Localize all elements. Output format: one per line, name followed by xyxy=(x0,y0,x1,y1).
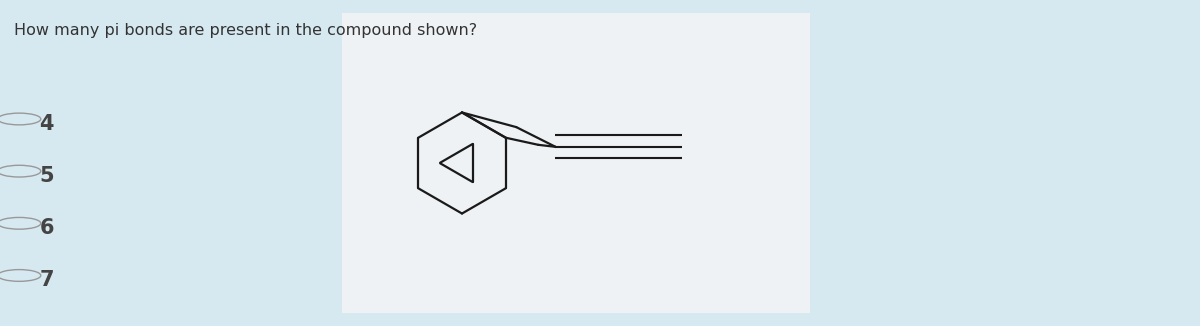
Text: 6: 6 xyxy=(40,218,54,238)
Text: 4: 4 xyxy=(40,114,54,134)
Text: 7: 7 xyxy=(40,270,54,290)
Text: How many pi bonds are present in the compound shown?: How many pi bonds are present in the com… xyxy=(14,23,478,38)
FancyBboxPatch shape xyxy=(342,13,810,313)
Text: 5: 5 xyxy=(40,166,54,186)
